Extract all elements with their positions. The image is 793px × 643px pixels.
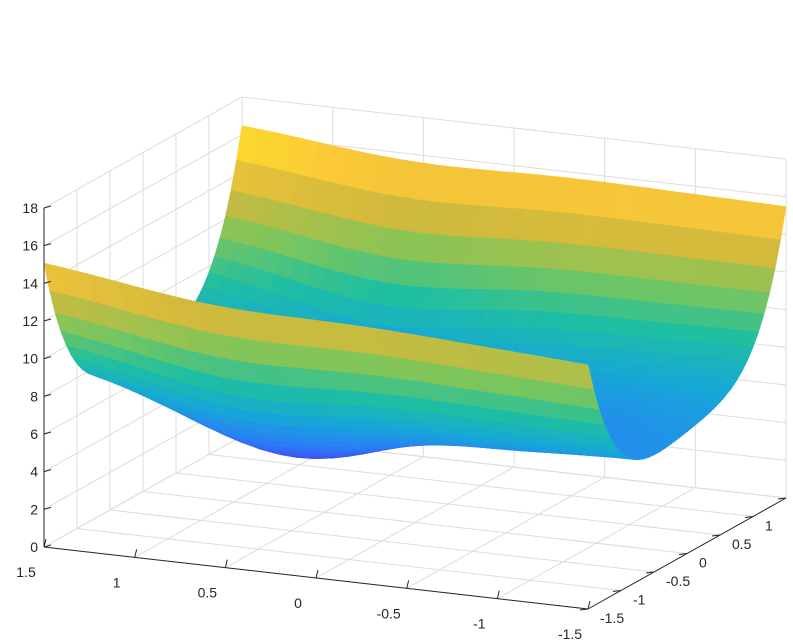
z-tick-label: 10: [22, 351, 38, 367]
back-wall-gridline-z: [241, 134, 787, 198]
z-tick-mark: [43, 431, 52, 435]
z-tick-label: 0: [30, 539, 38, 555]
y-tick-mark: [645, 571, 655, 574]
x-tick-label: 0.5: [198, 585, 218, 601]
z-tick-label: 2: [30, 501, 38, 517]
y-tick-mark: [711, 534, 721, 537]
z-tick-mark: [43, 356, 52, 360]
back-wall-gridline-z: [241, 96, 787, 160]
y-tick-label: -0.5: [666, 573, 690, 589]
x-tick-label: -1: [473, 616, 486, 632]
x-tick-label: -1.5: [558, 626, 582, 642]
floor-gridline-y: [208, 454, 754, 517]
x-tick-mark: [315, 569, 319, 579]
left-wall-gridline-z: [43, 96, 243, 209]
y-tick-mark: [777, 497, 787, 500]
z-tick-mark: [43, 469, 52, 473]
left-wall-gridline-z: [43, 134, 243, 247]
y-tick-label: 0: [699, 555, 707, 571]
y-tick-mark: [678, 553, 688, 555]
x-tick-mark: [43, 538, 47, 548]
y-tick-mark: [612, 590, 622, 592]
y-axis-ticks: -1.5-1-0.500.511.5: [579, 497, 787, 626]
z-tick-label: 6: [30, 426, 38, 442]
floor-gridline-y: [142, 491, 688, 554]
x-tick-label: -0.5: [377, 605, 401, 621]
z-tick-label: 14: [22, 275, 38, 291]
left-wall-gridline-z: [43, 171, 243, 284]
y-tick-mark: [579, 608, 589, 611]
x-axis-ticks: 1.5 1 0.5 0 -0.5 -1 -1.5: [16, 538, 591, 642]
y-tick-label: -1.5: [600, 610, 624, 626]
z-tick-mark: [43, 280, 52, 284]
z-tick-label: 12: [22, 313, 38, 329]
y-tick-label: 0.5: [732, 536, 752, 552]
z-tick-label: 4: [30, 464, 38, 480]
left-wall-gridline-z: [43, 435, 243, 548]
x-tick-mark: [587, 600, 591, 610]
z-tick-mark: [43, 205, 52, 209]
z-axis-ticks: 0 2 4 6 8 10 12 14 16 18: [22, 200, 52, 555]
x-tick-mark: [224, 559, 228, 568]
x-tick-mark: [406, 580, 410, 589]
x-tick-label: 0: [294, 595, 302, 611]
x-tick-label: 1: [113, 574, 121, 590]
z-tick-label: 16: [22, 238, 38, 254]
surface-patch: [572, 361, 594, 390]
floor-gridline-y: [175, 472, 721, 536]
floor-gridline-y: [76, 528, 622, 591]
x-tick-mark: [134, 549, 138, 558]
z-tick-mark: [43, 393, 52, 397]
floor-gridline-y: [109, 509, 655, 573]
z-tick-mark: [43, 506, 52, 510]
z-tick-mark: [43, 544, 52, 548]
y-tick-mark: [744, 516, 754, 518]
x-tick-mark: [496, 590, 500, 599]
z-tick-label: 18: [22, 200, 38, 216]
y-tick-label: -1: [633, 592, 646, 608]
z-tick-mark: [43, 243, 52, 247]
surface: [43, 125, 787, 461]
z-tick-mark: [43, 318, 52, 322]
y-tick-label: 1: [765, 518, 773, 534]
z-tick-label: 8: [30, 388, 38, 404]
x-tick-label: 1.5: [16, 564, 36, 580]
